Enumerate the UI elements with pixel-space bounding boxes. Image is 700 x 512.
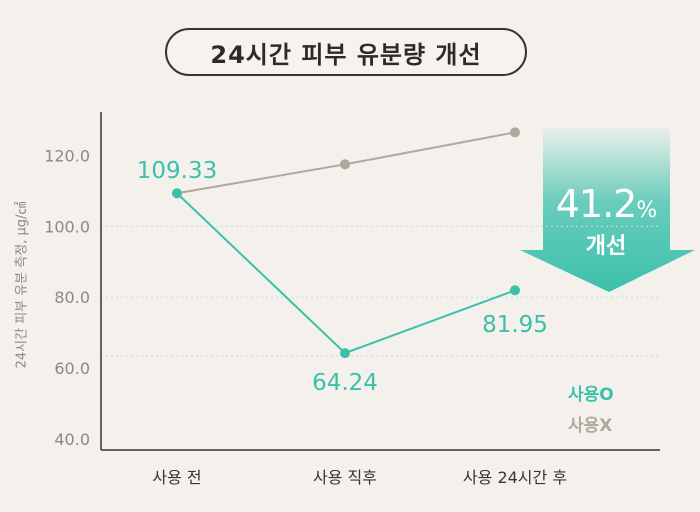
improvement-label: 개선	[585, 234, 627, 259]
x-tick-labels: 사용 전 사용 직후 사용 24시간 후	[152, 468, 567, 487]
legend-item-not-used: 사용X	[568, 416, 613, 436]
chart-title: 24시간 피부 유분량 개선	[165, 28, 527, 76]
y-tick-label: 60.0	[54, 359, 90, 378]
y-tick-label: 80.0	[54, 288, 90, 307]
y-tick-label: 100.0	[44, 217, 90, 236]
data-point	[340, 348, 350, 359]
series-line	[176, 192, 516, 355]
data-point	[340, 159, 350, 170]
legend: 사용O 사용X	[568, 380, 614, 442]
y-tick-labels: 40.0 60.0 80.0 100.0 120.0	[44, 146, 90, 449]
data-point	[172, 188, 182, 199]
data-label: 81.95	[482, 312, 548, 338]
improvement-callout: 41.2% 개선	[540, 182, 672, 260]
data-label: 109.33	[137, 158, 217, 184]
data-series: 109.33 64.24 81.95	[137, 127, 548, 396]
x-tick-label: 사용 전	[152, 468, 201, 487]
data-label: 64.24	[312, 370, 378, 396]
y-tick-label: 120.0	[44, 146, 90, 165]
grid-lines	[101, 225, 660, 357]
improvement-arrow	[520, 128, 695, 292]
improvement-value: 41.2%	[555, 182, 658, 226]
x-tick-label: 사용 직후	[313, 468, 377, 487]
x-tick-label: 사용 24시간 후	[463, 468, 567, 487]
legend-item-used: 사용O	[568, 385, 614, 405]
data-point	[510, 285, 520, 296]
y-tick-label: 40.0	[54, 430, 90, 449]
data-point	[510, 127, 520, 138]
